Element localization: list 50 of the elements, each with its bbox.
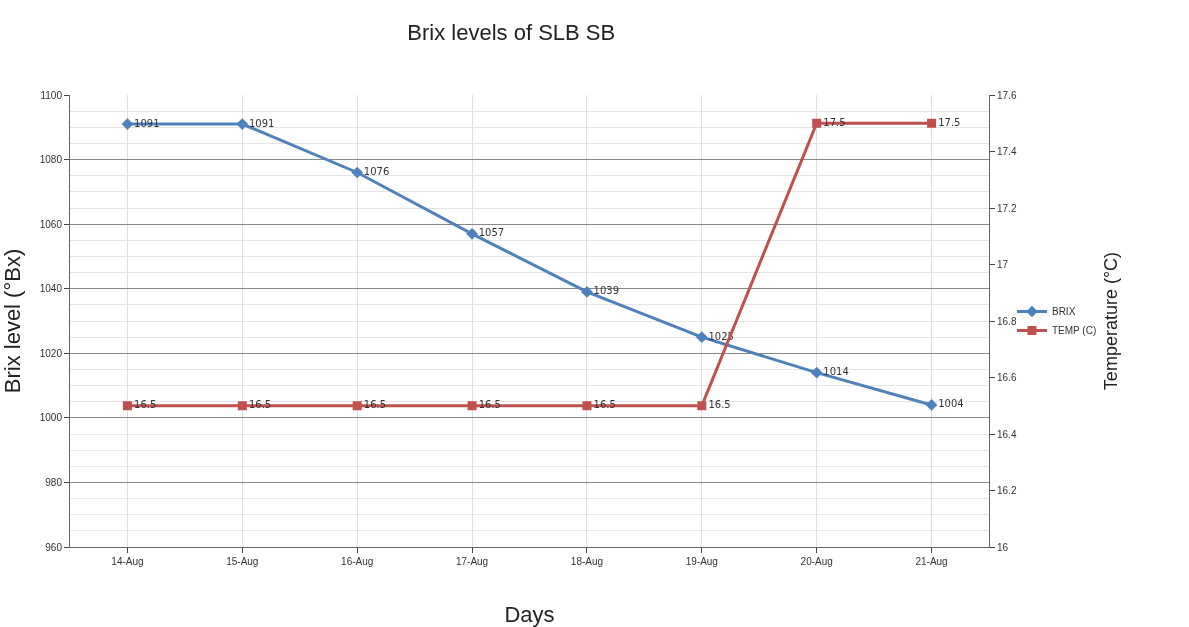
chart-title: Brix levels of SLB SB (407, 20, 616, 46)
data-label: 16.5 (363, 399, 387, 411)
y2-tick-label: 16.4 (997, 428, 1017, 440)
data-label: 16.5 (248, 399, 272, 411)
y2-axis-title: Temperature (°C) (1101, 251, 1121, 391)
y2-tick-label: 17.2 (997, 202, 1017, 214)
data-label: 1091 (248, 117, 275, 129)
y-tick-label: 980 (45, 476, 63, 488)
y-tick-label: 1040 (39, 283, 63, 295)
x-tick-label: 21-Aug (915, 556, 948, 567)
x-tick-label: 20-Aug (800, 556, 833, 567)
y-tick-label: 1060 (39, 218, 63, 230)
data-label: 16.5 (478, 399, 501, 411)
point (236, 118, 249, 130)
y-tick-label: 1000 (39, 412, 63, 424)
y-tick-label: 1100 (40, 89, 63, 101)
y2-tick-label: 16.2 (997, 485, 1017, 496)
y2-tick-label: 17.6 (997, 89, 1017, 101)
data-label: 16.5 (708, 399, 731, 411)
point (925, 399, 938, 411)
y-tick-label: 1080 (39, 154, 63, 166)
y2-tick-label: 16.6 (997, 372, 1017, 383)
x-tick-label: 15-Aug (226, 556, 259, 567)
data-label: 1014 (823, 366, 849, 378)
point (810, 366, 823, 379)
data-label: 1004 (938, 398, 964, 410)
y2-tick-label: 16 (997, 541, 1009, 553)
y-tick-label: 1020 (39, 347, 63, 359)
data-label: 1076 (363, 165, 390, 177)
data-label: 1091 (134, 117, 160, 129)
legend-label: TEMP (C) (1051, 325, 1097, 337)
y2-tick-label: 17 (997, 259, 1009, 270)
x-tick-label: 18-Aug (570, 556, 604, 567)
x-tick-label: 16-Aug (341, 556, 374, 567)
x-tick-label: 14-Aug (111, 556, 144, 567)
y-tick-label: 960 (45, 541, 63, 553)
data-label: 16.5 (134, 399, 157, 411)
data-label: 16.5 (593, 399, 616, 411)
y-axis-title: Brix level (°Bx) (0, 248, 25, 394)
x-tick-label: 19-Aug (685, 556, 718, 567)
data-label: 17.5 (938, 116, 961, 128)
x-tick-label: 17-Aug (455, 556, 489, 567)
point (351, 166, 364, 179)
data-label: 1057 (478, 227, 505, 239)
y2-tick-label: 17.4 (997, 146, 1017, 157)
legend-label: BRIX (1051, 306, 1076, 318)
y2-tick-label: 16.8 (997, 315, 1017, 327)
point (695, 331, 708, 343)
point (466, 227, 478, 240)
x-axis-title: Days (504, 602, 555, 627)
